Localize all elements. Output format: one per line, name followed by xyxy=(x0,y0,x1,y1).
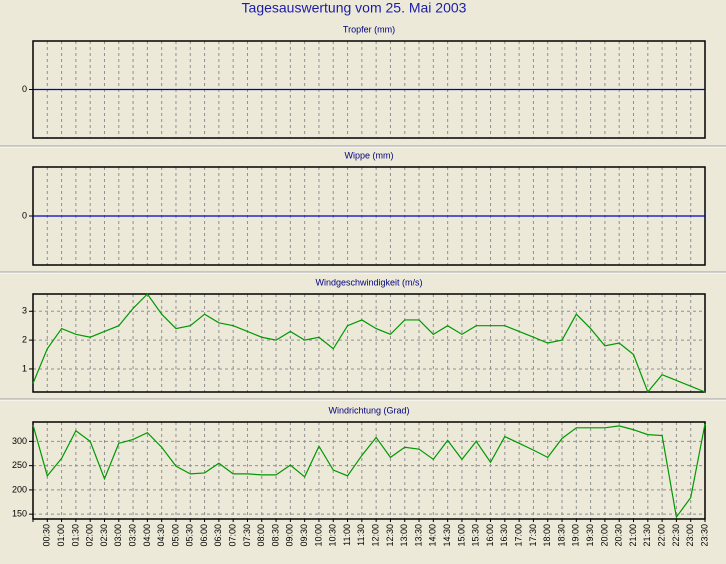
x-tick-label: 14:00 xyxy=(428,524,438,547)
data-line xyxy=(32,293,706,394)
x-tick-label: 22:30 xyxy=(671,524,681,547)
x-tick-label: 14:30 xyxy=(442,524,452,547)
y-tick-label: 0 xyxy=(22,210,27,220)
panel-title: Tropfer (mm) xyxy=(343,24,395,34)
y-tick-label: 200 xyxy=(12,484,27,494)
panel-title: Windrichtung (Grad) xyxy=(328,405,409,415)
x-tick-label: 01:30 xyxy=(70,524,80,547)
x-tick-label: 18:00 xyxy=(542,524,552,547)
x-tick-label: 02:30 xyxy=(99,524,109,547)
x-tick-label: 09:00 xyxy=(285,524,295,547)
panel-title: Wippe (mm) xyxy=(345,150,394,160)
y-tick-label: 2 xyxy=(22,334,27,344)
x-tick-label: 01:00 xyxy=(56,524,66,547)
x-tick-label: 21:00 xyxy=(628,524,638,547)
x-tick-label: 07:00 xyxy=(228,524,238,547)
plot-area xyxy=(33,422,705,519)
y-tick-label: 0 xyxy=(22,84,27,94)
x-tick-label: 03:00 xyxy=(113,524,123,547)
x-tick-label: 00:30 xyxy=(42,524,52,547)
y-tick-label: 250 xyxy=(12,460,27,470)
x-tick-label: 17:00 xyxy=(514,524,524,547)
plot-frame xyxy=(32,421,706,520)
x-tick-label: 23:00 xyxy=(685,524,695,547)
x-tick-label: 07:30 xyxy=(242,524,252,547)
x-tick-label: 06:30 xyxy=(213,524,223,547)
panel-title: Windgeschwindigkeit (m/s) xyxy=(315,277,422,287)
x-tick-label: 17:30 xyxy=(528,524,538,547)
x-tick-label: 16:00 xyxy=(485,524,495,547)
x-tick-label: 16:30 xyxy=(499,524,509,547)
x-tick-label: 20:00 xyxy=(599,524,609,547)
x-tick-label: 03:30 xyxy=(127,524,137,547)
x-tick-label: 02:00 xyxy=(85,524,95,547)
x-tick-label: 08:00 xyxy=(256,524,266,547)
x-tick-label: 20:30 xyxy=(614,524,624,547)
x-tick-label: 10:30 xyxy=(328,524,338,547)
y-tick-label: 300 xyxy=(12,436,27,446)
x-tick-label: 11:00 xyxy=(342,524,352,546)
y-tick-label: 1 xyxy=(22,363,27,373)
x-tick-label: 04:00 xyxy=(142,524,152,547)
y-tick-label: 3 xyxy=(22,306,27,316)
x-tick-label: 06:00 xyxy=(199,524,209,547)
x-tick-label: 15:30 xyxy=(471,524,481,547)
plot-frame xyxy=(32,293,706,393)
x-tick-label: 11:30 xyxy=(356,524,366,546)
x-tick-label: 08:30 xyxy=(270,524,280,547)
x-tick-label: 15:00 xyxy=(456,524,466,547)
x-tick-label: 05:00 xyxy=(170,524,180,547)
x-tick-label: 04:30 xyxy=(156,524,166,547)
y-tick-label: 150 xyxy=(12,509,27,519)
x-tick-label: 19:30 xyxy=(585,524,595,547)
x-tick-label: 12:30 xyxy=(385,524,395,547)
x-tick-label: 13:30 xyxy=(413,524,423,547)
x-tick-label: 09:30 xyxy=(299,524,309,547)
x-tick-label: 12:00 xyxy=(371,524,381,547)
x-tick-label: 21:30 xyxy=(642,524,652,547)
x-tick-label: 13:00 xyxy=(399,524,409,547)
x-tick-label: 05:30 xyxy=(185,524,195,547)
x-tick-label: 19:00 xyxy=(571,524,581,547)
data-line xyxy=(32,423,706,519)
plot-area xyxy=(33,294,705,392)
x-tick-label: 18:30 xyxy=(556,524,566,547)
x-tick-label: 10:00 xyxy=(313,524,323,547)
x-tick-label: 23:30 xyxy=(699,524,709,547)
x-tick-label: 22:00 xyxy=(656,524,666,547)
page-title: Tagesauswertung vom 25. Mai 2003 xyxy=(242,0,467,16)
